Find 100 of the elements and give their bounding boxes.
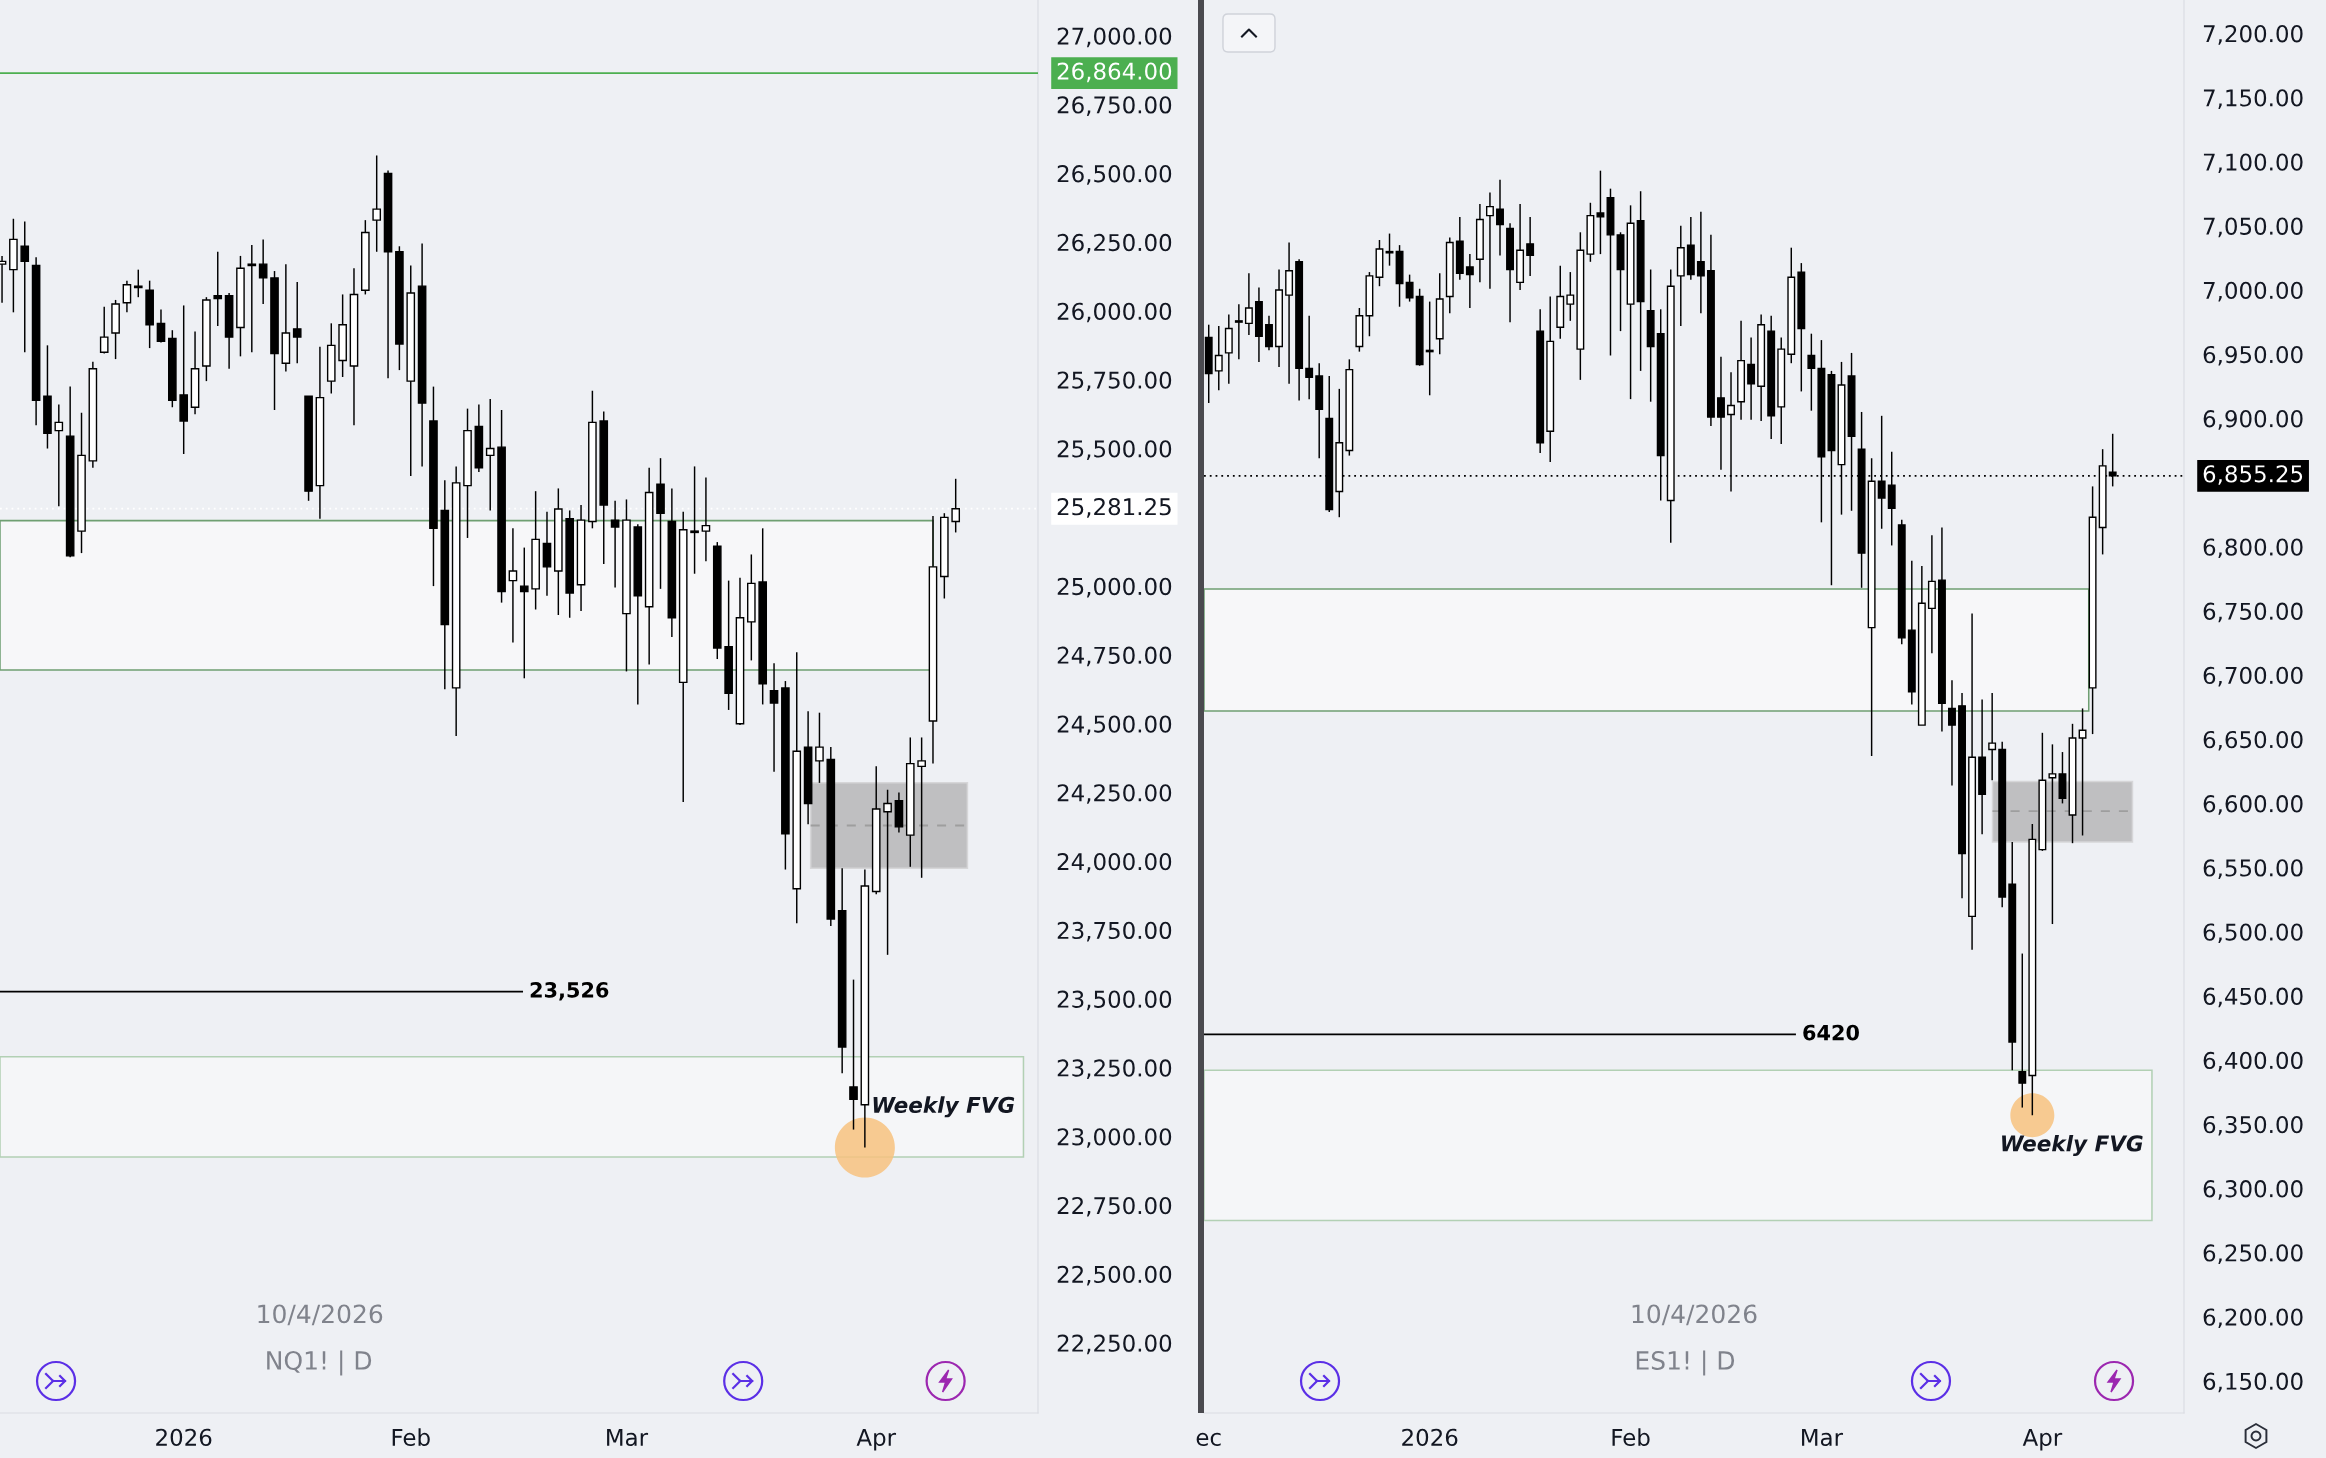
x-tick-label: ec — [1196, 1432, 1221, 1447]
candlestick — [1496, 178, 1504, 257]
candlestick — [1265, 314, 1273, 352]
candlestick — [1214, 325, 1223, 391]
ref-line-label: 6,855.25 — [2203, 465, 2303, 485]
y-tick-label: 26,250.00 — [1057, 233, 1172, 254]
y-tick-label: 22,750.00 — [1057, 1196, 1172, 1217]
y-tick-label: 25,750.00 — [1057, 371, 1172, 392]
y-tick-label: 6,900.00 — [2203, 410, 2303, 430]
candlestick — [1485, 191, 1494, 290]
ref-line-label: 25,281.25 — [1057, 498, 1171, 518]
candlestick — [1465, 253, 1474, 309]
candlestick — [1696, 211, 1705, 314]
x-tick-label: 2026 — [1402, 1428, 1458, 1447]
candlestick — [122, 279, 132, 314]
candlestick — [247, 244, 257, 353]
y-tick-label: 7,100.00 — [2203, 153, 2303, 174]
y-tick-label: 23,750.00 — [1057, 921, 1172, 942]
y-tick-label: 22,250.00 — [1057, 1334, 1172, 1355]
candlestick — [1566, 271, 1575, 322]
candlestick — [1747, 336, 1756, 421]
candlestick — [849, 978, 858, 1131]
ref-line-label: 23,526 — [530, 982, 609, 1001]
y-tick-label: 26,500.00 — [1057, 165, 1172, 185]
y-tick-label: 26,000.00 — [1057, 302, 1172, 323]
y-tick-label: 6,150.00 — [2203, 1372, 2303, 1393]
candlestick — [1244, 272, 1253, 336]
candlestick — [883, 789, 892, 956]
y-tick-label: 7,200.00 — [2203, 25, 2303, 45]
candlestick — [213, 251, 223, 327]
candlestick — [133, 268, 143, 298]
y-tick-label: 25,500.00 — [1057, 440, 1172, 460]
y-tick-label: 6,500.00 — [2203, 923, 2303, 944]
candlestick — [20, 220, 30, 353]
y-tick-label: 24,750.00 — [1057, 646, 1172, 667]
y-tick-label: 7,150.00 — [2203, 89, 2303, 109]
candlestick — [610, 500, 620, 589]
candlestick — [1596, 169, 1605, 255]
y-tick-label: 7,050.00 — [2203, 217, 2303, 238]
candlestick — [815, 711, 824, 784]
candlestick — [292, 281, 302, 364]
candlestick — [258, 238, 268, 305]
x-tick-label: Apr — [2022, 1428, 2063, 1451]
candlestick — [372, 154, 382, 253]
candlestick — [1717, 356, 1725, 471]
y-tick-label: 6,750.00 — [2203, 602, 2303, 623]
x-tick-label: Feb — [392, 1428, 430, 1447]
y-tick-label: 6,300.00 — [2203, 1180, 2303, 1200]
ref-line-label: 6420 — [1803, 1024, 1859, 1041]
y-tick-label: 6,950.00 — [2203, 345, 2303, 366]
candlestick — [2018, 952, 2027, 1109]
candlestick — [1807, 332, 1816, 412]
y-tick-label: 6,550.00 — [2203, 859, 2303, 879]
y-tick-label: 23,000.00 — [1057, 1128, 1172, 1148]
y-tick-label: 6,400.00 — [2203, 1051, 2303, 1072]
candlestick — [1305, 314, 1314, 400]
y-tick-label: 6,700.00 — [2203, 666, 2303, 687]
x-tick-label: Mar — [607, 1428, 649, 1447]
candlestick — [542, 511, 552, 597]
y-tick-label: 7,000.00 — [2203, 281, 2303, 302]
candlestick — [99, 306, 109, 355]
candlestick — [1385, 232, 1394, 267]
y-tick-label: 6,450.00 — [2203, 987, 2303, 1008]
annotation: 10/4/2026 — [258, 1304, 383, 1326]
x-tick-label: Apr — [856, 1428, 897, 1451]
y-tick-label: 24,000.00 — [1057, 852, 1172, 873]
candlestick — [156, 308, 166, 344]
candlestick — [508, 527, 518, 644]
y-tick-label: 6,250.00 — [2203, 1244, 2303, 1264]
y-tick-label: 24,250.00 — [1057, 784, 1172, 804]
y-tick-label: 23,500.00 — [1057, 990, 1172, 1011]
y-tick-label: 22,500.00 — [1057, 1265, 1172, 1286]
y-tick-label: 6,800.00 — [2203, 538, 2303, 559]
annotation: NQ1! | D — [267, 1350, 372, 1376]
candlestick — [1405, 273, 1414, 303]
y-tick-label: 27,000.00 — [1057, 27, 1172, 48]
candlestick — [1526, 216, 1535, 277]
candlestick — [1234, 303, 1243, 361]
y-tick-label: 6,600.00 — [2203, 795, 2303, 815]
band-label: Weekly FVG — [2002, 1134, 2143, 1156]
y-tick-label: 24,500.00 — [1057, 715, 1172, 736]
candlestick — [1727, 371, 1735, 493]
candlestick — [519, 546, 529, 680]
ref-line-label: 26,864.00 — [1057, 62, 1172, 83]
y-tick-label: 23,250.00 — [1057, 1059, 1172, 1080]
annotation: 10/4/2026 — [1632, 1304, 1757, 1326]
candlestick — [690, 465, 699, 575]
candlestick — [769, 662, 779, 773]
y-tick-label: 6,650.00 — [2203, 730, 2303, 751]
band-label: Weekly FVG — [873, 1096, 1015, 1118]
annotation: ES1! | D — [1636, 1350, 1735, 1376]
y-tick-label: 25,000.00 — [1057, 577, 1172, 598]
candlestick — [1948, 679, 1956, 787]
x-tick-label: Mar — [1802, 1428, 1844, 1447]
y-tick-label: 26,750.00 — [1057, 96, 1172, 116]
candlestick — [917, 736, 926, 879]
y-tick-label: 6,350.00 — [2203, 1115, 2303, 1136]
y-tick-label: 6,200.00 — [2203, 1308, 2303, 1329]
x-tick-label: Feb — [1612, 1428, 1650, 1447]
candlestick — [2048, 743, 2057, 925]
